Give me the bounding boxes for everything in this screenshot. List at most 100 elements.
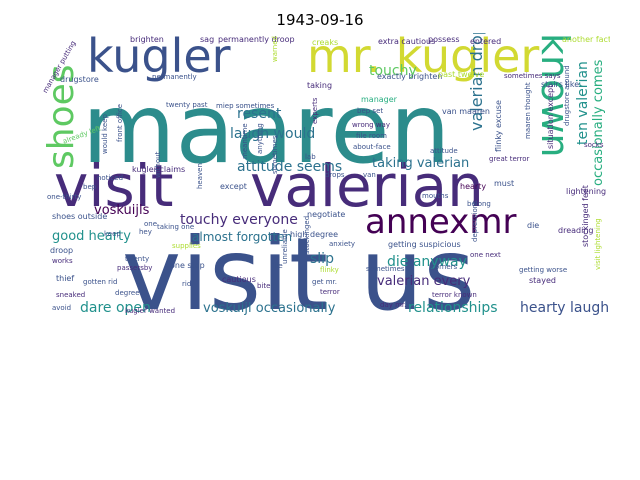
- cloud-word: hearty: [460, 182, 487, 191]
- cloud-word: get mr.: [312, 278, 337, 286]
- cloud-word: flinky: [320, 266, 339, 274]
- cloud-word: sag: [200, 35, 215, 44]
- cloud-word: about-face: [353, 143, 391, 151]
- cloud-word: another fact: [562, 35, 610, 44]
- cloud-word: brighten: [130, 35, 164, 44]
- cloud-word: droop: [50, 246, 74, 255]
- cloud-word: attitude: [430, 147, 458, 155]
- cloud-word: negotiate: [307, 210, 346, 219]
- cloud-word: kugler: [87, 33, 231, 83]
- cloud-word: maaren thought: [524, 82, 532, 139]
- cloud-word: lightening: [566, 187, 607, 196]
- cloud-word: keep: [104, 230, 121, 238]
- cloud-word: almost forgotten: [192, 230, 293, 244]
- cloud-word: situation except: [546, 84, 555, 149]
- cloud-word: day mr.: [380, 301, 407, 309]
- cloud-word: maaren: [82, 73, 451, 185]
- cloud-word: mr. kugler: [307, 33, 540, 83]
- cloud-word: getting worse: [519, 266, 568, 274]
- cloud-word: taking: [307, 81, 333, 90]
- cloud-word: rid: [182, 280, 192, 288]
- cloud-word: thief: [56, 274, 75, 283]
- cloud-word: ten valerian: [575, 61, 591, 145]
- cloud-word: valerian: [250, 152, 484, 220]
- cloud-word: kugler wanted: [125, 307, 176, 315]
- cloud-word: valerian drops: [467, 33, 486, 131]
- cloud-word: sometimes: [366, 265, 405, 273]
- cloud-word: twenty past: [166, 101, 208, 109]
- cloud-word: stayed: [529, 276, 556, 285]
- cloud-word: touchy: [369, 63, 417, 79]
- cloud-word: van: [363, 171, 376, 179]
- cloud-word: without: [154, 151, 162, 178]
- cloud-word: flinky excuse: [494, 100, 503, 152]
- cloud-word: bep: [83, 183, 97, 191]
- cloud-word: kugler claims: [132, 165, 186, 174]
- cloud-word: heaven: [196, 163, 204, 189]
- cloud-word: possess: [428, 35, 460, 44]
- cloud-word: one: [144, 220, 158, 228]
- cloud-word: shoes outside: [52, 212, 108, 221]
- cloud-word: attitude seems: [237, 159, 343, 175]
- cloud-word: hearty laugh: [520, 300, 610, 316]
- cloud-word: voskuijl occasionally: [203, 301, 336, 316]
- cloud-word: would keep: [101, 114, 109, 154]
- cloud-word: permanently: [152, 73, 197, 81]
- cloud-word: stockinged: [303, 215, 311, 254]
- cloud-word: sometimes says: [504, 72, 561, 80]
- cloud-word: drugstore: [60, 75, 99, 84]
- cloud-word: taking one: [157, 223, 195, 231]
- cloud-word: valerian every: [377, 274, 471, 289]
- cloud-word: front office: [116, 103, 124, 142]
- cloud-word: visit lightening: [594, 218, 602, 270]
- cloud-word: one-thirty: [47, 193, 82, 201]
- cloud-word: laugh would: [230, 126, 316, 142]
- cloud-word: mouths: [422, 192, 449, 200]
- cloud-word: stairs like: [541, 80, 580, 89]
- cloud-word: die: [527, 221, 540, 230]
- cloud-word: must: [494, 179, 515, 188]
- cloud-word: wrong way: [352, 121, 390, 129]
- cloud-word: supplies: [172, 242, 201, 250]
- cloud-word: permanently droop: [218, 35, 295, 44]
- cloud-word: getting suspicious: [388, 240, 461, 249]
- cloud-word: high degree: [290, 230, 339, 239]
- cloud-word: one step: [170, 261, 205, 270]
- cloud-word: except: [220, 182, 247, 191]
- cloud-word: good hearty: [52, 229, 131, 244]
- cloud-word: bite: [257, 282, 271, 290]
- cloud-word: sneaked: [56, 291, 86, 299]
- cloud-word: visit: [54, 152, 174, 220]
- cloud-word: terror: [320, 288, 340, 296]
- cloud-word: anxiety: [329, 240, 356, 248]
- cloud-word: voskuijls: [94, 203, 150, 218]
- cloud-word: corners: [431, 263, 458, 271]
- cloud-word: visit us: [122, 216, 476, 322]
- cloud-word: works: [52, 257, 73, 265]
- cloud-word: gotten rid: [83, 278, 118, 286]
- figure-title: 1943-09-16: [276, 11, 364, 29]
- cloud-word: depressions: [471, 200, 479, 242]
- cloud-word: sometimes: [271, 135, 279, 174]
- cloud-word: resent: [237, 106, 282, 122]
- cloud-word: slip: [310, 251, 334, 267]
- cloud-word: experts: [311, 97, 319, 124]
- cloud-word: hey: [139, 228, 152, 236]
- cloud-word: manager: [361, 95, 397, 104]
- cloud-word: occasionally comes: [591, 59, 606, 186]
- cloud-word: anything: [256, 123, 264, 154]
- cloud-word: warned: [271, 36, 279, 62]
- cloud-word: miep sometimes: [216, 102, 275, 110]
- cloud-word: dare open: [80, 300, 151, 316]
- cloud-word: socks: [584, 141, 604, 149]
- cloud-word: exactly brighten: [377, 72, 443, 81]
- cloud-word: belong: [467, 200, 491, 208]
- cloud-word: past twelve: [438, 70, 485, 79]
- cloud-word: relationships: [408, 300, 498, 316]
- cloud-word: creaks: [312, 38, 339, 47]
- cloud-word: file room: [356, 132, 387, 140]
- word-cloud: maaren visit us visit valerian kugler mr. kug…: [42, 33, 610, 321]
- cloud-word: cautious: [222, 275, 256, 284]
- cloud-word: twenty: [125, 255, 150, 263]
- cloud-word: stockinged feet: [581, 185, 590, 247]
